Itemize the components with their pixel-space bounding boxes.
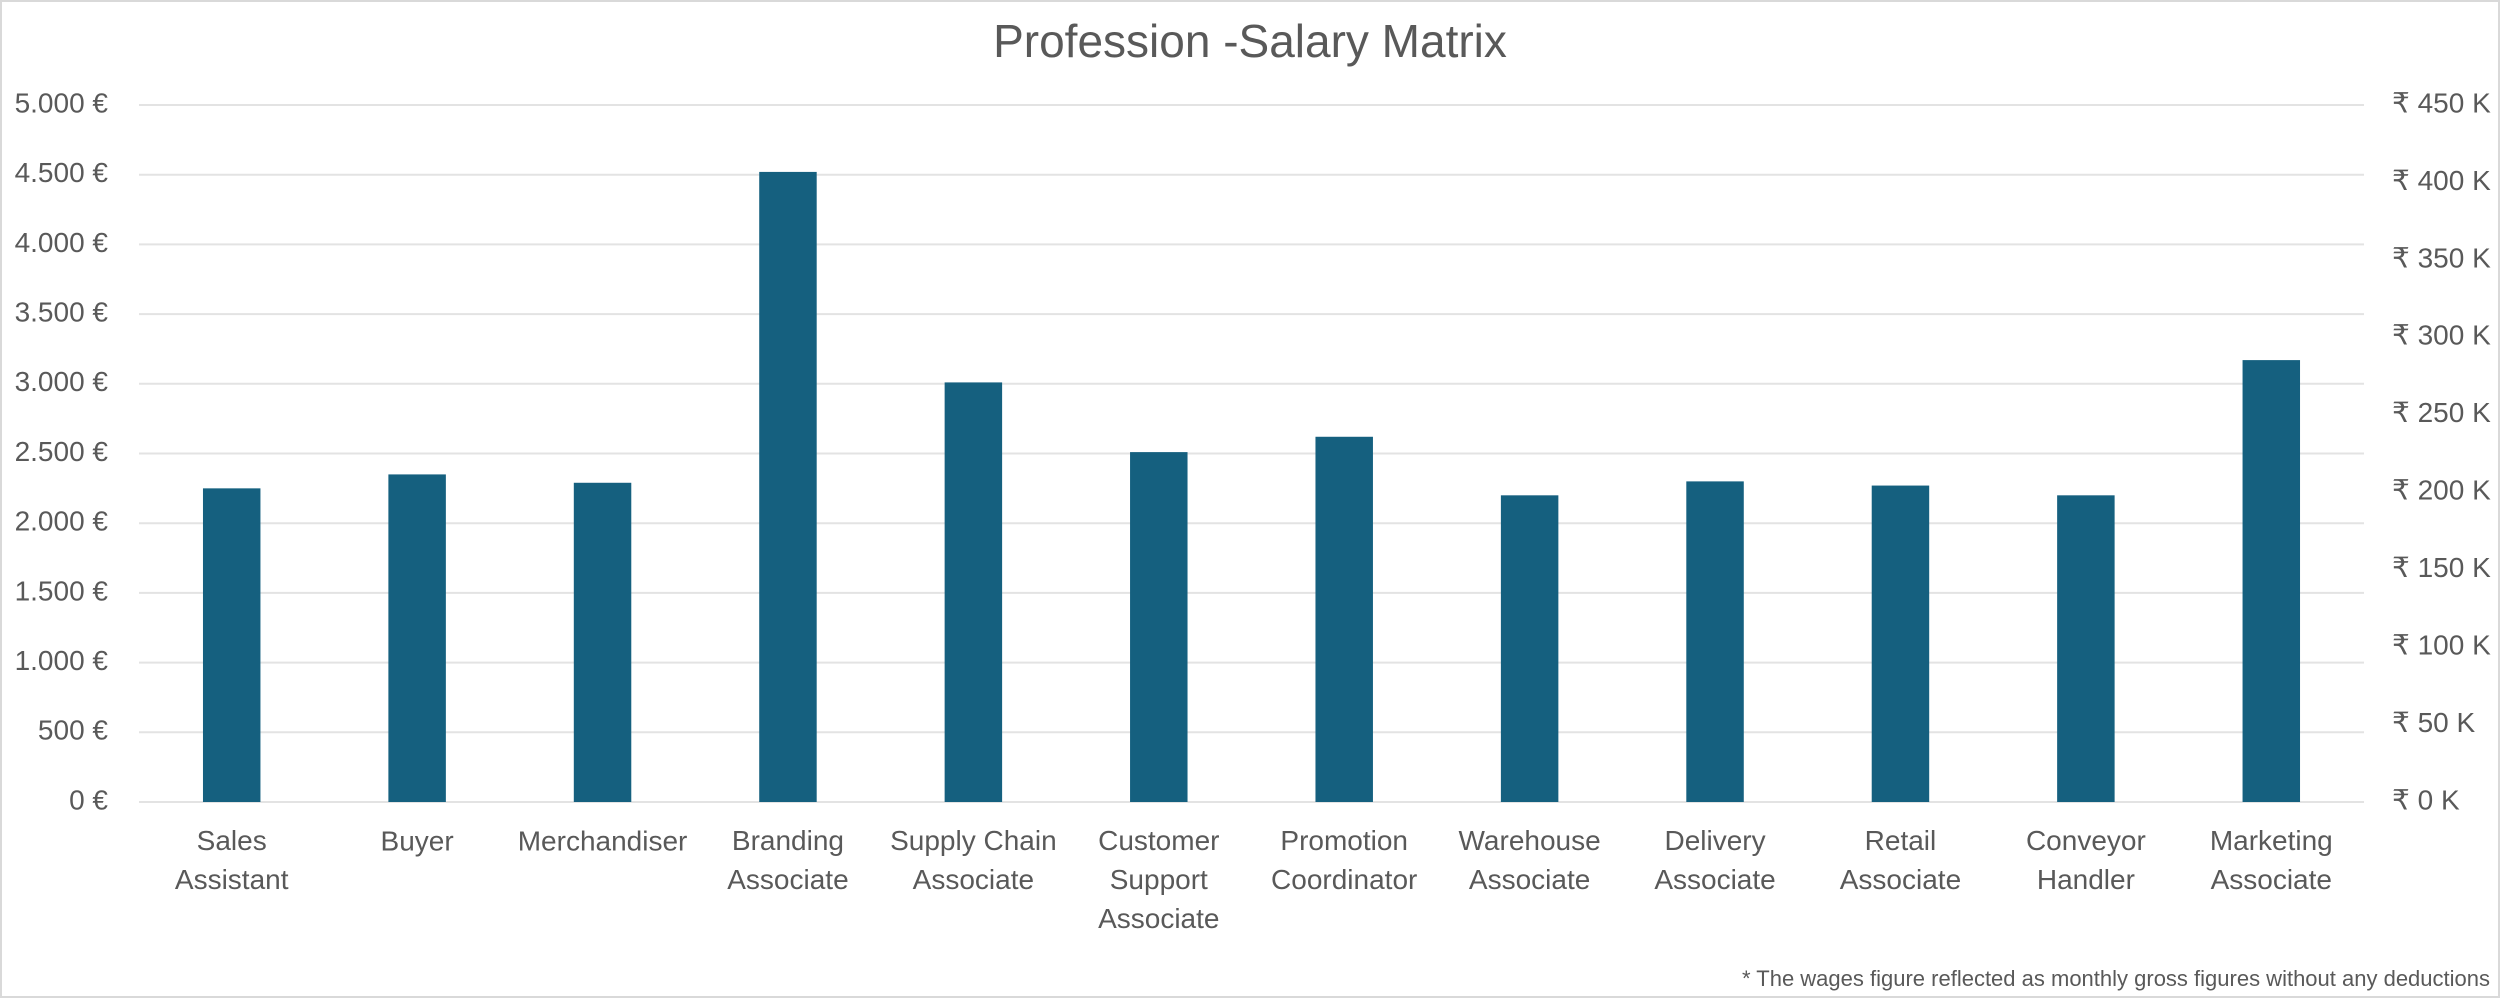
bar: [1315, 436, 1373, 802]
bar: [1686, 481, 1744, 802]
bar: [1500, 495, 1559, 802]
y2-tick-label: ₹ 350 K: [2392, 242, 2491, 273]
y-tick-label: 500 €: [38, 715, 108, 746]
bar: [759, 171, 817, 803]
y2-tick-label: ₹ 250 K: [2392, 397, 2491, 428]
bar: [2057, 495, 2115, 802]
x-tick-label: Marketing Associate: [2210, 825, 2333, 895]
x-tick-label: Delivery Associate: [1654, 825, 1775, 895]
y-tick-label: 3.000 €: [15, 366, 109, 397]
bar: [1871, 485, 1930, 802]
y2-tick-label: ₹ 100 K: [2392, 630, 2491, 661]
y-tick-label: 1.500 €: [15, 575, 109, 606]
x-tick-label: Branding Associate: [727, 825, 848, 895]
y2-tick-label: ₹ 50 K: [2392, 707, 2476, 738]
x-tick-label: Promotion Coordinator: [1271, 825, 1417, 895]
y-tick-label: 4.500 €: [15, 157, 109, 188]
y-tick-label: 3.500 €: [15, 296, 109, 327]
y-tick-label: 1.000 €: [15, 645, 109, 676]
y-tick-label: 2.500 €: [15, 436, 109, 467]
y2-tick-label: ₹ 0 K: [2392, 784, 2460, 815]
footnote: * The wages figure reflected as monthly …: [1742, 966, 2490, 991]
y-tick-label: 0 €: [69, 784, 108, 815]
bar: [573, 482, 632, 802]
y2-tick-label: ₹ 200 K: [2392, 475, 2491, 506]
bar: [202, 488, 261, 802]
x-tick-label: Retail Associate: [1840, 825, 1961, 895]
y-tick-label: 2.000 €: [15, 506, 109, 537]
y2-tick-label: ₹ 450 K: [2392, 87, 2491, 118]
y2-tick-label: ₹ 150 K: [2392, 552, 2491, 583]
x-tick-label: Customer Support Associate: [1098, 825, 1219, 934]
x-tick-label: Warehouse Associate: [1459, 825, 1601, 895]
y-tick-label: 4.000 €: [15, 227, 109, 258]
chart-title: Profession -Salary Matrix: [993, 15, 1507, 67]
y2-tick-label: ₹ 400 K: [2392, 165, 2491, 196]
y2-tick-label: ₹ 300 K: [2392, 320, 2491, 351]
bar: [1130, 452, 1188, 802]
x-tick-label: Buyer: [381, 825, 454, 856]
x-tick-label: Supply Chain Associate: [890, 825, 1057, 895]
y-tick-label: 5.000 €: [15, 87, 109, 118]
bar: [2242, 360, 2301, 802]
bar: [944, 382, 1003, 802]
x-tick-label: Sales Assistant: [175, 825, 289, 895]
x-tick-label: Conveyor Handler: [2026, 825, 2146, 895]
bar: [388, 474, 446, 802]
x-tick-label: Merchandiser: [518, 825, 688, 856]
